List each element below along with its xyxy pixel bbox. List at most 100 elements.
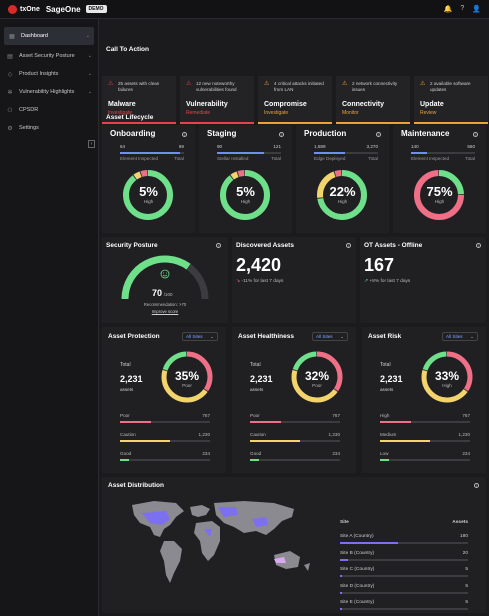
chevron-down-icon: ⌄ [210, 334, 214, 339]
info-icon[interactable]: i [476, 243, 481, 248]
panel-title: Asset Healthiness [238, 333, 294, 340]
trend-down-icon: ↘ [236, 279, 241, 284]
stage-count-label: Stellar Installed [217, 156, 249, 161]
info-icon[interactable]: i [279, 132, 284, 137]
donut-segment [123, 170, 173, 220]
info-icon[interactable]: i [216, 243, 221, 248]
stage-progress-fill [217, 152, 265, 154]
site-name[interactable]: Site A (Country) [340, 534, 374, 539]
donut-segment [421, 351, 473, 403]
sidebar-item-label: Asset Security Posture [19, 53, 75, 59]
sidebar-item-dashboard[interactable]: ▦ Dashboard ⌄ [4, 27, 94, 45]
cta-card[interactable]: ⚠ 12 new noteworthy vulnerabilities found… [180, 76, 254, 124]
user-icon[interactable]: 👤 [472, 6, 481, 13]
stage-donut [123, 170, 173, 220]
alert-icon: ⚠ [186, 81, 192, 87]
site-name[interactable]: Site B (Country) [340, 550, 375, 556]
world-map[interactable] [124, 495, 324, 591]
panel-title: Asset Risk [368, 333, 402, 340]
cta-card[interactable]: ⚠ 25 assets with clean failures Malware Inv… [102, 76, 176, 124]
stage-progress-fill [314, 152, 346, 154]
stage-total-label: Total [465, 156, 475, 161]
cta-title: Connectivity [342, 101, 385, 108]
breakdown-label: Low [380, 451, 389, 456]
sidebar-item-label: Settings [19, 125, 39, 131]
breakdown-bar [380, 440, 470, 442]
stage-count: 90 [217, 144, 223, 149]
site-assets: 20 [462, 550, 468, 556]
sidebar-item-label: CPSDR [19, 107, 39, 113]
stage-progress-bar [314, 152, 378, 154]
stage-level: High [240, 199, 251, 204]
cta-description: 2 network connectivity issues [352, 81, 398, 92]
stage-progress-fill [120, 152, 180, 154]
breakdown-bar-fill [250, 440, 300, 442]
breakdown-bar-fill [380, 440, 430, 442]
breakdown-value: 234 [202, 451, 210, 456]
site-name[interactable]: Site D (Country) [340, 583, 375, 589]
chevron-down-icon: ⌄ [87, 89, 92, 95]
cta-card[interactable]: ⚠ 2 network connectivity issues Connectivi… [336, 76, 410, 124]
breakdown-label: Caution [120, 432, 136, 437]
cta-action-link[interactable]: Monitor [342, 110, 359, 116]
stage-count-label: Element Inspected [411, 156, 450, 161]
stage-total: 3,270 [366, 144, 379, 149]
sidebar-item-cpsdr[interactable]: ⚇ CPSDR [0, 101, 98, 119]
stage-level: High [337, 199, 348, 204]
info-icon[interactable]: i [474, 483, 479, 488]
sidebar-item-vulnerability-highlights[interactable]: ✲ Vulnerability Highlights ⌄ [0, 83, 98, 101]
cta-action-link[interactable]: Review [420, 110, 437, 116]
collapse-sidebar-button[interactable]: ‹ [88, 140, 95, 148]
vulnerability-icon: ✲ [7, 89, 13, 96]
stage-percent: 75% [426, 184, 453, 199]
sidebar-item-settings[interactable]: ⚙ Settings [0, 119, 98, 137]
sidebar-item-asset-security-posture[interactable]: ▤ Asset Security Posture ⌄ [0, 47, 98, 65]
site-bar-fill [340, 608, 342, 610]
discovered-value: 2,420 [236, 255, 282, 275]
stage-count-label: Element Inspected [120, 156, 159, 161]
site-filter-select[interactable]: All Sites ⌄ [312, 332, 348, 341]
improve-score-link[interactable]: Improve score [151, 309, 179, 314]
site-bar [340, 542, 468, 544]
site-filter-select[interactable]: All Sites ⌄ [182, 332, 218, 341]
breakdown-bar [380, 459, 470, 461]
stage-total: 560 [467, 144, 475, 149]
cta-action-link[interactable]: Investigate [108, 110, 133, 116]
stage-level: High [143, 199, 154, 204]
donut-segment [291, 351, 343, 403]
stage-donut-label: 22% High [296, 184, 389, 204]
stage-total-label: Total [174, 156, 184, 161]
bell-icon[interactable]: 🔔 [443, 6, 453, 13]
discovered-assets-panel: Discovered Assets i 2,420 ↘ -11% for las… [232, 237, 356, 323]
stage-progress-fill [411, 152, 427, 154]
breakdown-label: Poor [250, 413, 260, 418]
lifecycle-stage-maintenance: Maintenance i 140 560 Element Inspected Total… [393, 125, 486, 233]
cta-card-header: ⚠ 4 critical attacks initiated from LAN [264, 81, 328, 98]
cta-card[interactable]: ⚠ 4 critical attacks initiated from LAN Co… [258, 76, 332, 124]
cta-action-link[interactable]: Investigate [264, 110, 289, 116]
txone-logo[interactable]: txOne [8, 4, 40, 14]
cta-card[interactable]: ⚠ 2 available software updates Update Revie… [414, 76, 488, 124]
stage-title: Maintenance [401, 129, 450, 138]
metric-percent: 32% [304, 369, 330, 383]
breakdown-bar [120, 459, 210, 461]
stage-progress-bar [217, 152, 281, 154]
info-icon[interactable]: i [346, 243, 351, 248]
site-name[interactable]: Site C (Country) [340, 567, 375, 572]
site-filter-select[interactable]: All Sites ⌄ [442, 332, 478, 341]
help-icon[interactable]: ? [460, 5, 465, 12]
site-name[interactable]: Site E (Country) [340, 600, 375, 605]
cta-action-link[interactable]: Remediate [186, 110, 211, 116]
sidebar-item-product-insights[interactable]: ◇ Product Insights ⌄ [0, 65, 98, 83]
stage-title: Production [304, 129, 347, 138]
lifecycle-section-title: Asset Lifecycle [106, 114, 154, 121]
info-icon[interactable]: i [376, 132, 381, 137]
stage-percent: 5% [236, 184, 255, 199]
stage-donut-label: 75% High [393, 184, 486, 204]
chevron-down-icon: ⌄ [87, 71, 92, 77]
total-unit: assets [250, 387, 264, 392]
info-icon[interactable]: i [182, 132, 187, 137]
chevron-down-icon: ⌄ [470, 334, 474, 339]
info-icon[interactable]: i [473, 132, 478, 137]
posture-recommendation: Recommendation: >70 [143, 302, 187, 307]
